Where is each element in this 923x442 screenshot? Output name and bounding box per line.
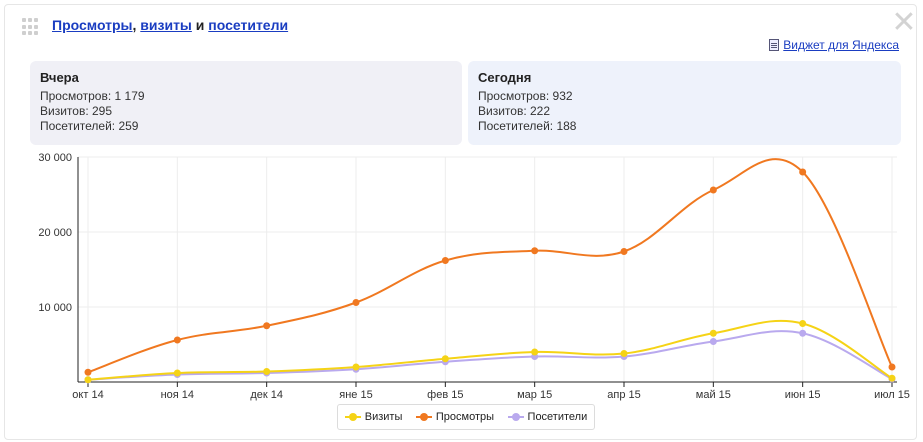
legend-item[interactable]: Просмотры <box>415 411 495 423</box>
data-point <box>441 257 449 264</box>
data-point <box>620 248 628 255</box>
series-line <box>87 330 893 381</box>
y-tick-label: 20 000 <box>38 227 72 239</box>
data-point <box>709 186 717 194</box>
yesterday-visitors: Посетителей: 259 <box>40 119 139 133</box>
data-point <box>709 329 717 337</box>
series-line <box>87 319 893 381</box>
data-point <box>888 363 896 371</box>
yesterday-card: Вчера Просмотров: 1 179 Визитов: 295 Пос… <box>30 61 462 145</box>
x-tick-label: июн 15 <box>785 389 821 401</box>
views-link[interactable]: Просмотры <box>52 17 133 33</box>
drag-handle-icon[interactable] <box>22 18 40 36</box>
legend-swatch-icon <box>415 413 432 421</box>
visits-link[interactable]: визиты <box>140 17 192 33</box>
x-tick-label: окт 14 <box>72 389 103 401</box>
x-tick-label: мар 15 <box>517 389 552 401</box>
data-point <box>799 168 807 176</box>
today-title: Сегодня <box>478 70 532 85</box>
title-comma: , <box>132 17 137 33</box>
legend-swatch-icon <box>507 413 524 421</box>
x-tick-label: фев 15 <box>427 389 463 401</box>
document-icon <box>769 39 780 51</box>
legend-item[interactable]: Визиты <box>344 411 403 423</box>
data-point <box>173 336 181 344</box>
data-point <box>888 374 896 382</box>
x-tick-label: яне 15 <box>339 389 372 401</box>
data-point <box>173 369 181 377</box>
series-line <box>87 158 893 374</box>
title-and: и <box>195 17 205 33</box>
legend-label: Посетители <box>527 411 588 423</box>
legend-swatch-icon <box>344 413 361 421</box>
data-point <box>84 368 92 376</box>
today-visits: Визитов: 222 <box>478 104 551 118</box>
yandex-widget-link[interactable]: Виджет для Яндекса <box>769 38 899 52</box>
data-point <box>263 368 271 375</box>
y-tick-label: 30 000 <box>38 152 72 164</box>
yesterday-title: Вчера <box>40 70 79 85</box>
data-point <box>84 376 92 384</box>
today-card: Сегодня Просмотров: 932 Визитов: 222 Пос… <box>468 61 901 145</box>
y-tick-label: 10 000 <box>38 302 72 314</box>
x-tick-label: май 15 <box>696 389 731 401</box>
data-point <box>799 320 807 327</box>
legend-label: Визиты <box>364 411 403 423</box>
yesterday-visits: Визитов: 295 <box>40 104 113 118</box>
visitors-link[interactable]: посетители <box>208 17 289 33</box>
today-visitors: Посетителей: 188 <box>478 119 577 133</box>
data-point <box>709 338 717 345</box>
close-icon[interactable]: ✕ <box>891 6 917 39</box>
x-tick-label: июл 15 <box>874 389 910 401</box>
data-point <box>620 350 628 357</box>
data-point <box>531 348 539 356</box>
x-tick-label: апр 15 <box>607 389 640 401</box>
yandex-widget-label[interactable]: Виджет для Яндекса <box>783 38 899 52</box>
data-point <box>352 299 360 306</box>
data-point <box>352 363 360 371</box>
data-point <box>263 322 271 330</box>
chart-legend: Визиты Просмотры Посетители <box>337 404 595 430</box>
data-point <box>531 247 539 255</box>
data-point <box>441 355 449 363</box>
legend-label: Просмотры <box>435 411 495 423</box>
legend-item[interactable]: Посетители <box>507 411 588 423</box>
data-point <box>799 329 807 337</box>
yesterday-views: Просмотров: 1 179 <box>40 89 145 103</box>
x-tick-label: ноя 14 <box>161 389 194 401</box>
widget-title: Просмотры, визиты и посетители <box>52 17 288 33</box>
today-views: Просмотров: 932 <box>478 89 573 103</box>
x-tick-label: дек 14 <box>250 389 283 401</box>
